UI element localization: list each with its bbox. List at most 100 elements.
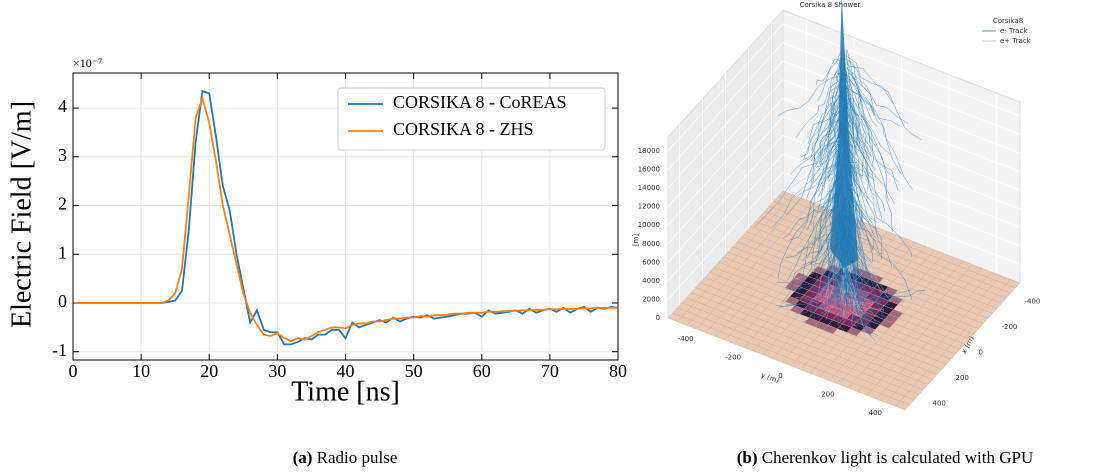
y-tick-label: 200 bbox=[821, 390, 834, 398]
shower-track bbox=[845, 94, 869, 190]
legend-label: CORSIKA 8 - ZHS bbox=[393, 119, 534, 139]
shower-track bbox=[817, 143, 841, 187]
legend-label: e- Track bbox=[1000, 27, 1028, 35]
shower-track bbox=[835, 282, 848, 302]
x-tick-label: 200 bbox=[956, 374, 969, 382]
z-tick-label: 10000 bbox=[638, 221, 660, 229]
shower-track bbox=[813, 262, 846, 296]
shower-track bbox=[847, 272, 862, 302]
grid-line bbox=[667, 79, 1021, 207]
shower-track bbox=[794, 255, 845, 304]
shower-track bbox=[832, 105, 841, 209]
y-axis-label: Electric Field [V/m] bbox=[6, 101, 37, 328]
x-tick-label: -400 bbox=[1025, 298, 1041, 306]
legend-title: Corsika8 bbox=[993, 17, 1023, 25]
shower-track bbox=[837, 282, 846, 327]
floor-cell bbox=[895, 400, 910, 411]
shower-track bbox=[846, 105, 874, 167]
series-line bbox=[73, 95, 618, 342]
shower-track bbox=[847, 258, 894, 321]
y-tick-label: 2 bbox=[58, 194, 67, 214]
x-axis-label: Time [ns] bbox=[291, 376, 400, 407]
shower-track bbox=[844, 127, 895, 204]
plot-frame bbox=[72, 72, 619, 361]
shower-track bbox=[815, 57, 841, 85]
z-tick-label: 16000 bbox=[638, 166, 660, 174]
z-tick-label: 12000 bbox=[638, 203, 660, 211]
shower-track bbox=[846, 78, 867, 109]
shower-track bbox=[810, 140, 844, 187]
caption-text: Cherenkov light is calculated with GPU bbox=[762, 448, 1033, 467]
shower-track bbox=[841, 56, 870, 94]
shower-track bbox=[812, 160, 845, 242]
x-tick-label: -200 bbox=[1002, 323, 1018, 331]
grid-line bbox=[667, 23, 1021, 152]
shower-track bbox=[848, 76, 868, 120]
shower-track bbox=[805, 110, 840, 200]
y-tick-label: -400 bbox=[678, 335, 694, 343]
shower-track bbox=[795, 79, 841, 138]
chart-title: Corsika 8 Shower bbox=[800, 1, 861, 9]
shower-track bbox=[848, 65, 922, 140]
y-tick-label: 0 bbox=[58, 291, 67, 311]
shower-track bbox=[812, 58, 843, 153]
shower-panel: 0200040006000800010000120001400016000180… bbox=[632, 0, 1040, 417]
shower-track bbox=[843, 72, 878, 127]
x-tick-label: 80 bbox=[609, 361, 627, 381]
shower-track bbox=[840, 280, 850, 299]
shower-track bbox=[848, 79, 860, 156]
shower-track bbox=[777, 161, 841, 278]
shower-track bbox=[821, 267, 848, 301]
x-tick-label: 0 bbox=[69, 361, 78, 381]
shower-track bbox=[842, 96, 891, 155]
z-tick-label: 6000 bbox=[642, 258, 660, 266]
caption-a: (a) Radio pulse bbox=[293, 448, 398, 467]
shower-track bbox=[842, 284, 869, 329]
shower-core bbox=[829, 0, 859, 268]
shower-track bbox=[837, 264, 847, 334]
x-tick-label: 400 bbox=[933, 399, 946, 407]
shower-track bbox=[772, 124, 843, 228]
x-tick-label: 60 bbox=[473, 361, 491, 381]
shower-track bbox=[802, 53, 844, 161]
shower-track bbox=[845, 264, 884, 325]
shower-track bbox=[840, 48, 871, 112]
y-tick-label: 1 bbox=[58, 242, 67, 262]
x-tick-label: 40 bbox=[337, 361, 355, 381]
shower-track bbox=[843, 98, 876, 172]
shower-track bbox=[810, 117, 841, 162]
shower-track bbox=[848, 91, 859, 142]
shower-track bbox=[819, 117, 847, 164]
shower-track bbox=[796, 177, 841, 299]
shower-track bbox=[845, 268, 886, 299]
shower-track bbox=[843, 85, 913, 191]
shower-track bbox=[795, 272, 843, 315]
caption-b: (b) Cherenkov light is calculated with G… bbox=[737, 448, 1034, 467]
shower-track bbox=[846, 50, 873, 153]
z-tick-label: 0 bbox=[656, 314, 660, 322]
legend-box bbox=[337, 87, 606, 151]
shower-track bbox=[799, 76, 842, 147]
y-tick-label: 4 bbox=[58, 96, 67, 116]
shower-track bbox=[824, 257, 847, 283]
shower-track bbox=[840, 264, 848, 314]
grid-line bbox=[667, 42, 1021, 170]
grid-line bbox=[667, 60, 1021, 189]
grid-line bbox=[667, 134, 1021, 263]
shower-track bbox=[843, 283, 848, 319]
shower-track bbox=[790, 155, 842, 241]
shower-track bbox=[844, 163, 879, 239]
caption-text: Radio pulse bbox=[317, 448, 398, 467]
y-tick-label: -200 bbox=[725, 354, 741, 362]
y-tick-label: -1 bbox=[52, 340, 67, 360]
y-tick-label: 3 bbox=[58, 145, 67, 165]
shower-track bbox=[825, 281, 845, 321]
y-tick-label: 400 bbox=[869, 409, 882, 417]
shower-track bbox=[842, 278, 869, 302]
shower-track bbox=[834, 272, 841, 316]
x-tick-label: 50 bbox=[405, 361, 423, 381]
shower-track bbox=[847, 257, 905, 302]
z-tick-label: 8000 bbox=[642, 240, 660, 248]
